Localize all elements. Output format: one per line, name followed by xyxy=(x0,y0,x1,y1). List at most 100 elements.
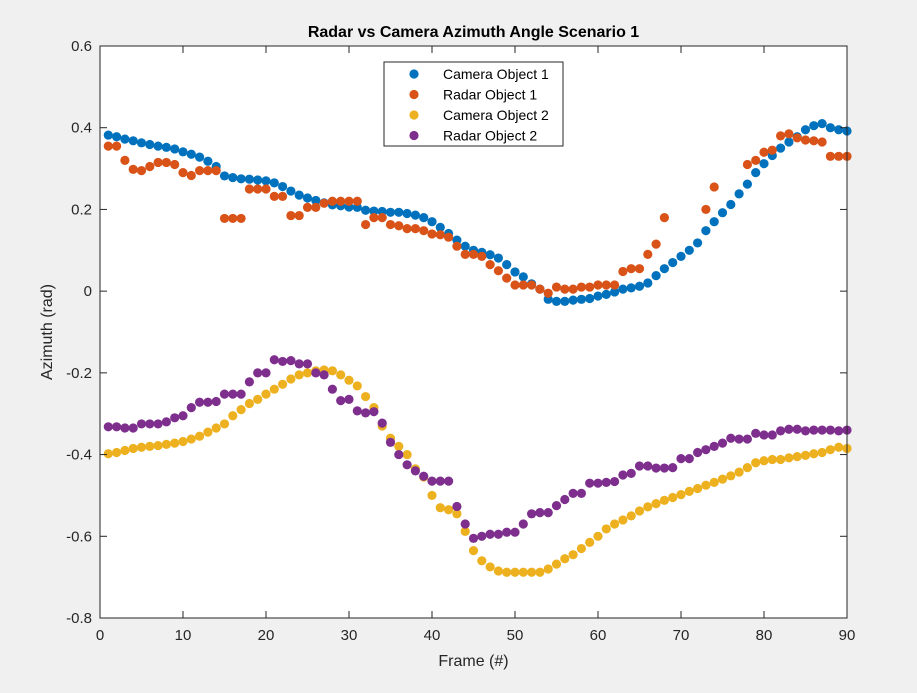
data-point xyxy=(784,424,794,434)
legend-entry: Camera Object 1 xyxy=(409,66,549,82)
data-point xyxy=(302,368,313,378)
data-point xyxy=(643,249,653,259)
data-point xyxy=(825,123,836,133)
data-point xyxy=(361,391,371,402)
data-point xyxy=(493,529,503,539)
data-point xyxy=(178,436,188,447)
data-point xyxy=(460,241,470,251)
data-point xyxy=(369,407,379,417)
x-tick-label: 30 xyxy=(341,627,358,644)
data-point xyxy=(103,449,113,459)
data-point xyxy=(527,280,537,290)
data-point xyxy=(435,476,445,486)
data-point xyxy=(784,137,794,147)
y-tick-label: -0.4 xyxy=(66,447,92,464)
data-point xyxy=(477,556,487,566)
data-point xyxy=(618,470,628,480)
legend-label: Radar Object 1 xyxy=(443,87,537,103)
data-point xyxy=(128,443,138,454)
data-point xyxy=(734,189,744,199)
data-point xyxy=(659,264,670,274)
data-point xyxy=(543,507,553,518)
data-point xyxy=(178,411,188,421)
data-point xyxy=(286,210,296,221)
data-point xyxy=(477,251,487,262)
data-point xyxy=(161,439,171,449)
data-point xyxy=(236,174,246,184)
y-tick-label: 0.6 xyxy=(71,38,92,55)
x-tick-label: 10 xyxy=(175,627,192,644)
data-point xyxy=(286,374,296,384)
data-point xyxy=(427,217,437,227)
data-point xyxy=(693,483,703,494)
data-point xyxy=(336,196,346,206)
data-point xyxy=(253,175,263,185)
data-point xyxy=(684,245,694,255)
data-point xyxy=(352,196,362,206)
data-point xyxy=(560,284,570,294)
data-point xyxy=(518,280,528,290)
legend-marker xyxy=(409,130,419,141)
data-point xyxy=(103,141,113,151)
data-point xyxy=(543,288,553,298)
data-point xyxy=(352,381,362,391)
data-point xyxy=(668,463,678,473)
data-point xyxy=(751,428,761,438)
data-point xyxy=(709,441,719,451)
data-point xyxy=(228,411,238,421)
data-point xyxy=(485,562,495,572)
data-point xyxy=(668,492,678,503)
data-point xyxy=(244,377,254,387)
data-point xyxy=(145,139,155,150)
data-point xyxy=(659,213,670,223)
data-point xyxy=(726,433,736,443)
data-point xyxy=(626,283,636,293)
data-point xyxy=(153,157,163,168)
data-point xyxy=(178,168,188,178)
data-point xyxy=(610,287,620,297)
data-point xyxy=(493,566,503,576)
data-point xyxy=(427,490,437,501)
data-point xyxy=(294,359,304,369)
data-point xyxy=(751,168,761,178)
data-point xyxy=(112,422,122,432)
data-point xyxy=(120,445,130,456)
data-point xyxy=(136,419,147,429)
data-point xyxy=(742,179,753,189)
data-point xyxy=(444,476,454,486)
data-point xyxy=(792,452,802,462)
data-point xyxy=(817,137,827,147)
data-point xyxy=(278,379,288,389)
data-point xyxy=(601,477,611,487)
data-point xyxy=(776,454,786,465)
data-point xyxy=(344,375,354,385)
data-point xyxy=(161,142,171,152)
data-point xyxy=(419,226,429,236)
data-point xyxy=(228,389,238,399)
data-point xyxy=(468,249,479,259)
data-point xyxy=(136,138,147,148)
data-point xyxy=(643,502,653,512)
data-point xyxy=(253,368,263,378)
data-point xyxy=(684,486,694,496)
data-point xyxy=(784,453,794,463)
data-point xyxy=(576,294,587,304)
data-point xyxy=(651,499,661,509)
data-point xyxy=(601,524,611,534)
data-point xyxy=(551,296,562,306)
data-point xyxy=(618,284,628,294)
legend-label: Camera Object 1 xyxy=(443,66,549,82)
data-point xyxy=(236,213,246,224)
data-point xyxy=(626,468,636,478)
data-point xyxy=(402,208,412,219)
data-point xyxy=(551,559,562,569)
data-point xyxy=(128,164,138,174)
x-tick-label: 50 xyxy=(507,627,524,644)
data-point xyxy=(576,282,587,292)
data-point xyxy=(336,396,346,406)
data-point xyxy=(717,208,728,218)
data-point xyxy=(709,182,719,192)
data-point xyxy=(145,419,155,429)
data-point xyxy=(759,159,769,169)
data-point xyxy=(286,186,296,196)
